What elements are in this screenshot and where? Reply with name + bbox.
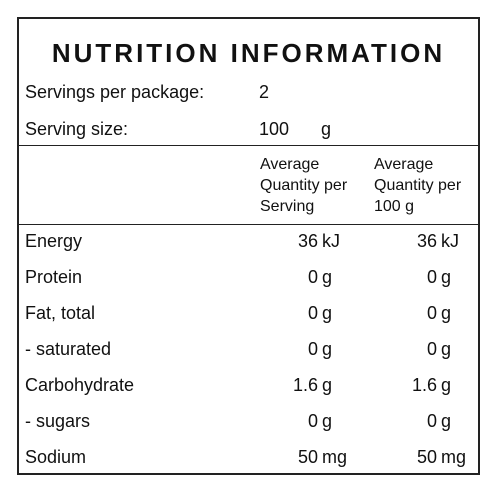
per-serving-unit: g [322,339,333,359]
per-serving-value: 1.6 [292,375,318,395]
panel-title: NUTRITION INFORMATION [51,38,446,68]
nutrient-name: Carbohydrate [25,375,135,395]
nutrient-name: - saturated [25,339,112,359]
column-header-per-100g: Average Quantity per 100 g [374,156,462,215]
per-100g-value: 1.6 [411,375,437,395]
per-100g-value: 0 [426,303,437,323]
per-serving-value: 50 [297,447,318,467]
servings-per-package-label: Servings per package: [25,82,205,102]
nutrient-name: Protein [25,267,83,287]
per-serving-value: 0 [307,339,318,359]
per-serving-unit: mg [322,447,348,467]
per-serving-value: 0 [307,303,318,323]
column-header-per-serving: Average Quantity per Serving [260,156,348,215]
servings-per-package-value: 2 [259,82,270,102]
per-serving-unit: g [322,411,333,431]
per-100g-value: 50 [416,447,437,467]
per-serving-unit: g [322,267,333,287]
per-serving-value: 0 [307,411,318,431]
nutrient-name: Energy [25,231,83,251]
per-serving-value: 0 [307,267,318,287]
per-serving-unit: g [322,303,333,323]
nutrient-name: Sodium [25,447,87,467]
per-100g-unit: kJ [441,231,459,251]
per-serving-value: 36 [297,231,318,251]
per-100g-unit: g [441,411,452,431]
table-divider [19,224,478,225]
per-100g-value: 0 [426,339,437,359]
nutrient-name: - sugars [25,411,91,431]
per-100g-value: 0 [426,411,437,431]
serving-size-unit: g [321,119,332,139]
serving-size-value: 100 [259,119,290,139]
per-100g-value: 36 [416,231,437,251]
per-100g-value: 0 [426,267,437,287]
serving-size-label: Serving size: [25,119,129,139]
per-100g-unit: g [441,303,452,323]
header-divider [19,145,478,146]
per-100g-unit: mg [441,447,467,467]
nutrient-name: Fat, total [25,303,96,323]
per-100g-unit: g [441,267,452,287]
per-serving-unit: kJ [322,231,340,251]
per-100g-unit: g [441,375,452,395]
per-100g-unit: g [441,339,452,359]
nutrition-panel: NUTRITION INFORMATION Servings per packa… [17,17,480,475]
per-serving-unit: g [322,375,333,395]
